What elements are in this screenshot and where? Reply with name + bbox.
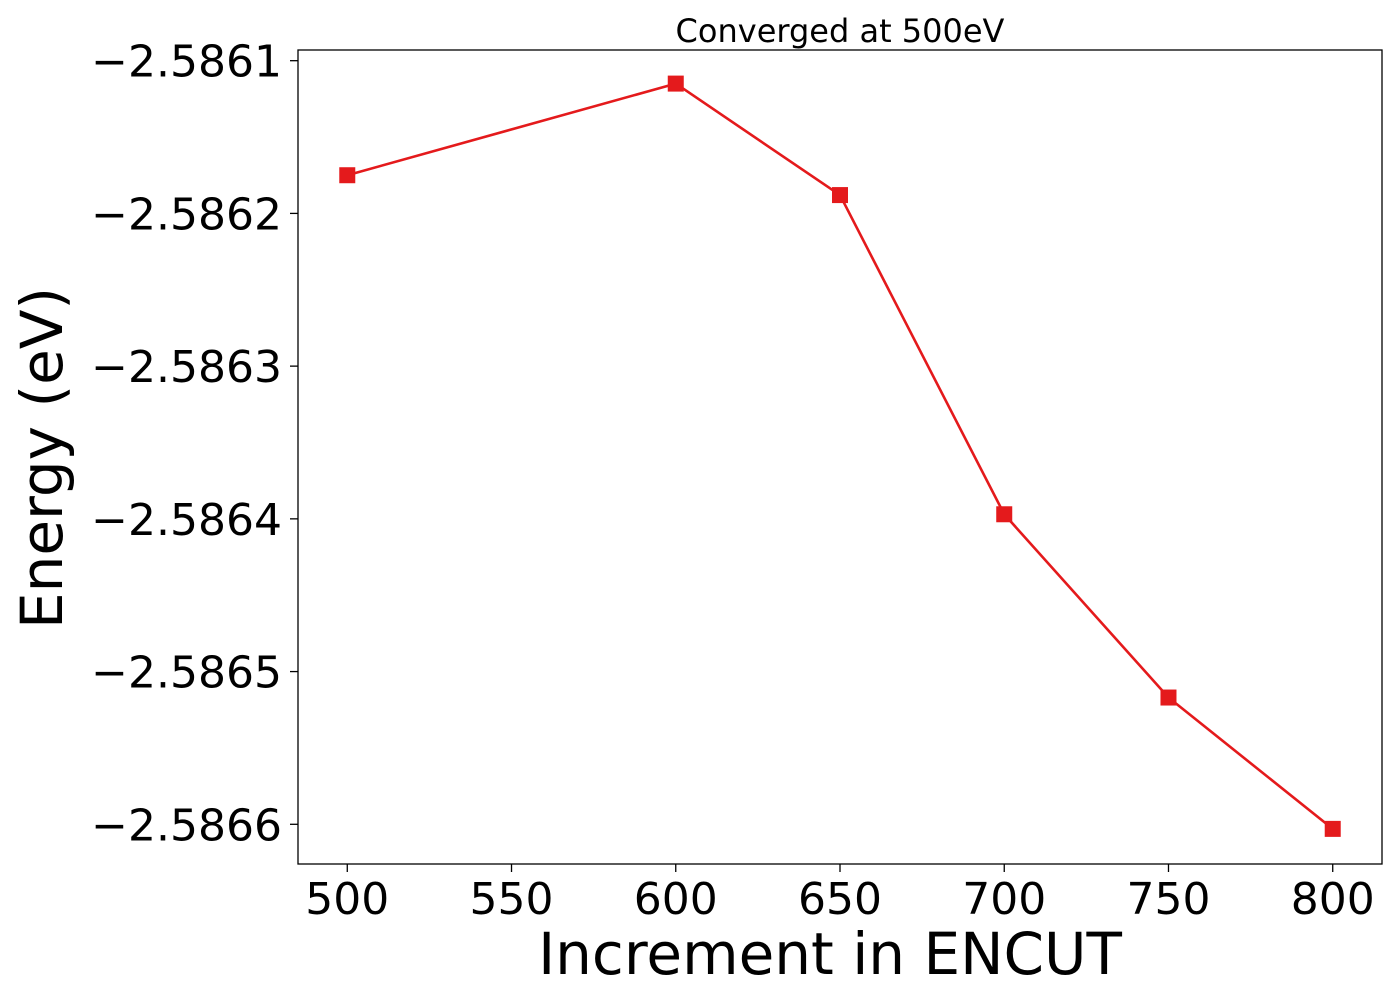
data-point-marker	[339, 167, 356, 184]
data-point-marker	[1324, 820, 1341, 837]
x-tick-label: 550	[470, 874, 554, 925]
chart-title: Converged at 500eV	[676, 12, 1005, 50]
y-tick-label: −2.5865	[91, 648, 282, 699]
x-tick-label: 700	[962, 874, 1046, 925]
energy-series-line	[346, 82, 1334, 830]
x-axis-label: Increment in ENCUT	[538, 920, 1122, 988]
x-axis: 500 550 600 650 700 750 800	[305, 864, 1375, 925]
data-point-marker	[1160, 689, 1177, 706]
y-axis: −2.5861 −2.5862 −2.5863 −2.5864 −2.5865 −2.58…	[91, 37, 298, 851]
x-tick-label: 500	[305, 874, 389, 925]
y-tick-label: −2.5863	[91, 342, 282, 393]
x-tick-label: 800	[1291, 874, 1375, 925]
plot-frame	[297, 49, 1383, 865]
x-tick-label: 650	[798, 874, 882, 925]
data-point-marker	[832, 187, 848, 204]
x-tick-label: 600	[634, 874, 718, 925]
x-tick-label: 750	[1126, 874, 1210, 925]
energy-series-markers	[339, 75, 1341, 837]
data-point-marker	[667, 75, 684, 92]
y-tick-label: −2.5864	[91, 495, 282, 546]
y-axis-label: Energy (eV)	[8, 287, 76, 629]
y-tick-label: −2.5861	[91, 37, 282, 88]
y-tick-label: −2.5866	[91, 800, 282, 851]
data-point-marker	[996, 506, 1013, 523]
y-tick-label: −2.5862	[91, 189, 282, 240]
